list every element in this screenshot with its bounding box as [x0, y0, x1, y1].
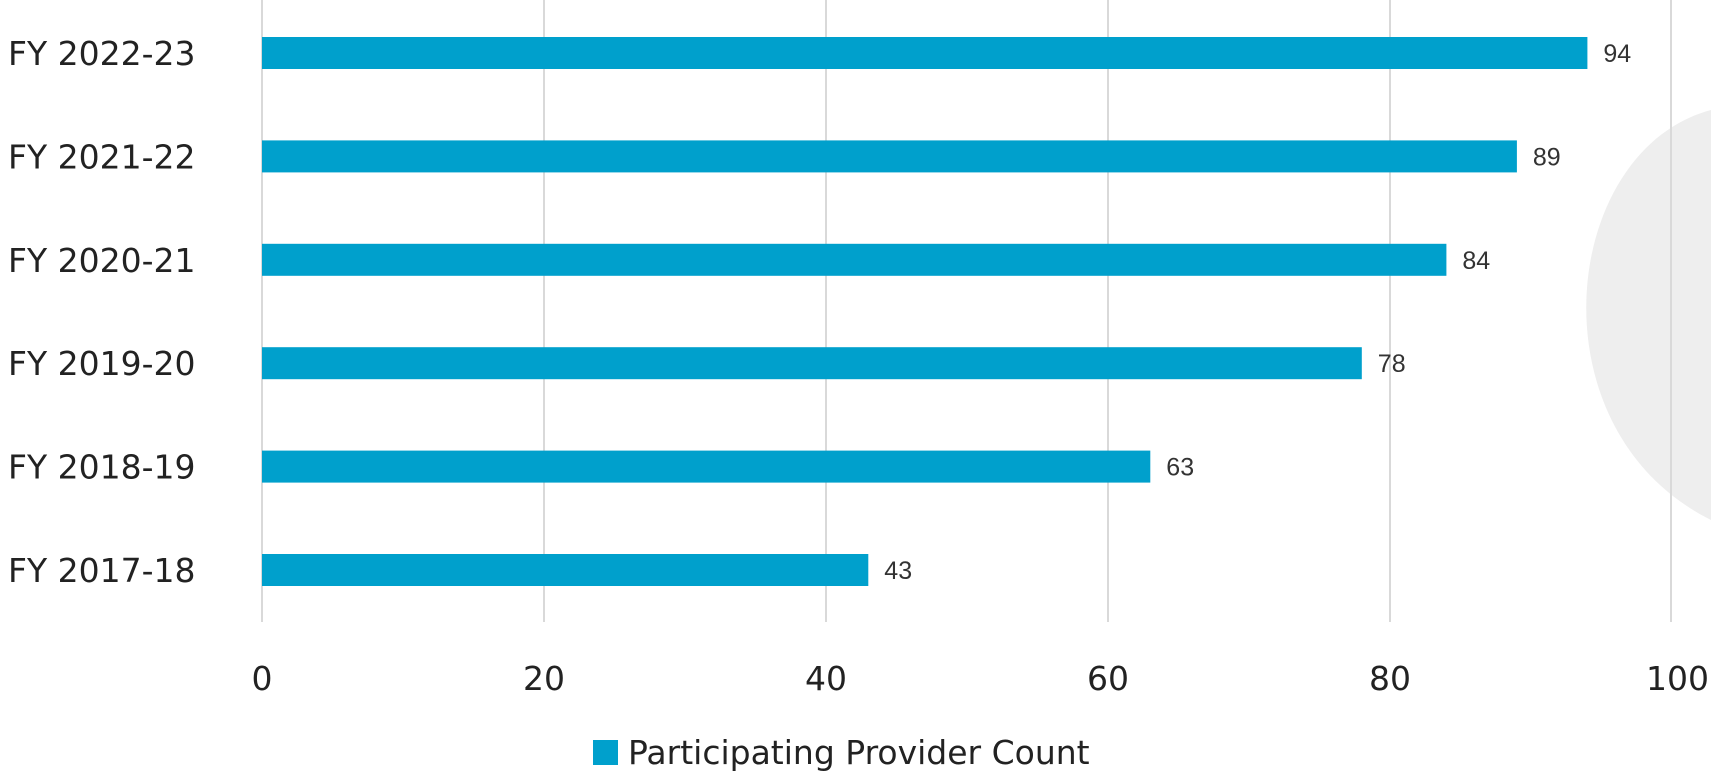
category-label: FY 2017-18: [8, 551, 196, 590]
bar-fy-2018-19: [262, 450, 1151, 483]
x-tick-label: 60: [1087, 659, 1129, 698]
decorative-background-shape: [1586, 110, 1711, 520]
chart-background: [1586, 110, 1711, 520]
bar-fy-2017-18: [262, 554, 869, 586]
data-label: 94: [1603, 40, 1631, 68]
x-tick-label: 100: [1646, 659, 1709, 698]
legend-swatch: [593, 740, 618, 765]
category-label: FY 2019-20: [8, 344, 196, 383]
category-label: FY 2018-19: [8, 448, 196, 487]
x-tick-label: 20: [523, 659, 565, 698]
data-label: 43: [884, 557, 912, 585]
legend-label: Participating Provider Count: [628, 733, 1090, 772]
x-axis-ticks: 0 20 40 60 80 100: [252, 659, 1710, 698]
bar-fy-2021-22: [262, 140, 1517, 173]
category-labels: FY 2022-23 FY 2021-22 FY 2020-21 FY 2019-20…: [8, 34, 196, 590]
category-label: FY 2022-23: [8, 34, 196, 73]
gridlines: [261, 0, 1672, 622]
bar-fy-2022-23: [262, 37, 1588, 69]
data-label: 63: [1166, 454, 1194, 482]
category-label: FY 2020-21: [8, 241, 196, 280]
x-tick-label: 40: [805, 659, 847, 698]
legend: Participating Provider Count: [593, 733, 1090, 772]
x-tick-label: 0: [252, 659, 273, 698]
data-labels: 94 89 84 78 63 43: [884, 40, 1631, 585]
data-label: 84: [1462, 247, 1490, 275]
bar-fy-2020-21: [262, 243, 1447, 276]
data-label: 78: [1378, 350, 1406, 378]
data-label: 89: [1533, 143, 1561, 171]
x-tick-label: 80: [1369, 659, 1411, 698]
bar-fy-2019-20: [262, 347, 1362, 380]
category-label: FY 2021-22: [8, 137, 196, 176]
bars: [262, 37, 1588, 586]
